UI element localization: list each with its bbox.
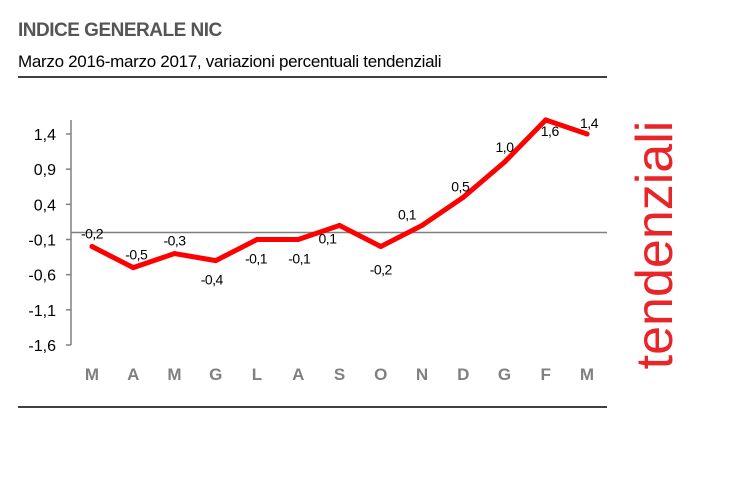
x-tick-label: O xyxy=(374,365,387,384)
x-tick-label: S xyxy=(334,365,345,384)
data-label: -0,3 xyxy=(163,233,186,249)
data-label: -0,1 xyxy=(288,251,311,267)
data-point xyxy=(337,222,342,228)
data-point xyxy=(295,237,301,242)
x-tick-label: F xyxy=(541,365,551,384)
data-point xyxy=(502,159,507,165)
data-label: 1,0 xyxy=(496,139,515,155)
chart-subtitle: Marzo 2016-marzo 2017, variazioni percen… xyxy=(18,52,442,71)
x-tick-label: G xyxy=(498,365,511,384)
data-point xyxy=(89,244,95,250)
data-point xyxy=(419,222,425,228)
y-tick-label: -0,1 xyxy=(28,233,56,250)
data-point xyxy=(460,194,466,200)
data-label: -0,5 xyxy=(125,247,148,263)
y-tick-label: -0,6 xyxy=(28,268,56,285)
data-point xyxy=(543,117,549,123)
data-point xyxy=(254,237,260,242)
x-tick-label: L xyxy=(252,365,262,384)
data-point xyxy=(172,251,177,257)
data-point xyxy=(130,265,136,271)
y-tick-label: 1,4 xyxy=(34,127,56,144)
y-tick-label: -1,1 xyxy=(28,303,56,320)
x-tick-label: M xyxy=(85,365,99,384)
x-tick-label: G xyxy=(209,365,222,384)
data-label: -0,2 xyxy=(370,262,393,278)
x-tick-label: D xyxy=(457,365,469,384)
x-tick-label: M xyxy=(580,365,594,384)
x-tick-label: N xyxy=(416,365,428,384)
data-label: 0,5 xyxy=(451,178,470,194)
x-tick-label: M xyxy=(167,365,181,384)
y-tick-label: 0,9 xyxy=(34,162,56,179)
x-tick-label: A xyxy=(127,365,139,384)
data-label: 0,1 xyxy=(319,230,338,246)
data-label: -0,1 xyxy=(245,251,268,267)
x-tick-label: A xyxy=(292,365,304,384)
data-point xyxy=(584,131,590,137)
data-label: 1,6 xyxy=(541,123,560,139)
y-tick-label: 0,4 xyxy=(34,197,56,214)
data-label: -0,4 xyxy=(201,272,224,288)
data-point xyxy=(213,258,219,264)
data-label: 1,4 xyxy=(580,115,599,131)
data-label: 0,1 xyxy=(398,206,417,222)
data-point xyxy=(378,244,384,250)
data-label: -0,2 xyxy=(81,226,104,242)
chart-title: INDICE GENERALE NIC xyxy=(18,20,222,41)
y-tick-label: -1,6 xyxy=(28,338,56,355)
